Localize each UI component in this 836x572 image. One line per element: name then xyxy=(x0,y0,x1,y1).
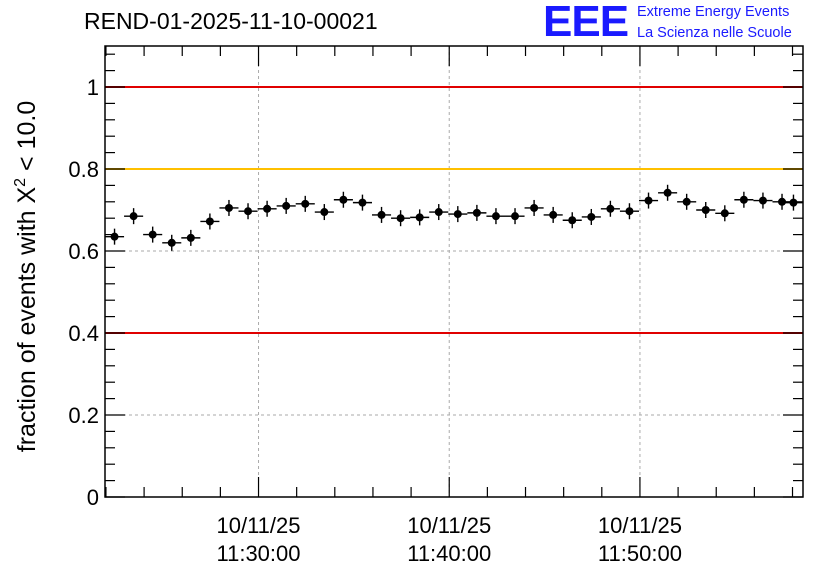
data-point xyxy=(677,193,697,210)
data-point xyxy=(314,204,334,221)
data-point xyxy=(162,234,182,251)
data-point xyxy=(581,208,601,225)
point-marker xyxy=(301,199,310,208)
point-marker xyxy=(396,214,405,223)
point-marker xyxy=(148,230,157,239)
point-marker xyxy=(789,198,798,207)
data-point xyxy=(524,199,544,216)
reference-lines xyxy=(105,86,803,334)
data-point xyxy=(391,210,411,227)
data-point xyxy=(600,200,620,217)
data-point xyxy=(619,203,639,220)
point-marker xyxy=(244,207,253,216)
point-marker xyxy=(186,233,195,242)
point-marker xyxy=(167,238,176,247)
chart-title: REND-01-2025-11-10-00021 xyxy=(84,8,378,34)
point-marker xyxy=(720,209,729,218)
data-point xyxy=(143,226,163,243)
y-tick-label: 0.6 xyxy=(68,239,99,264)
point-marker xyxy=(549,210,558,219)
logo-line-2: La Scienza nelle Scuole xyxy=(637,25,792,41)
point-marker xyxy=(129,212,138,221)
point-marker xyxy=(472,208,481,217)
point-marker xyxy=(263,204,272,213)
point-marker xyxy=(205,217,214,226)
point-marker xyxy=(339,195,348,204)
data-point xyxy=(219,199,239,216)
data-point xyxy=(658,184,678,201)
data-point xyxy=(352,194,372,211)
grid-layer xyxy=(105,46,803,497)
x-tick-label-time: 11:30:00 xyxy=(217,541,301,566)
y-axis-label: fraction of events with X2 < 10.0 xyxy=(12,101,41,452)
data-point xyxy=(181,229,201,246)
point-marker xyxy=(682,197,691,206)
y-tick-label: 0.8 xyxy=(68,157,99,182)
data-point xyxy=(783,194,803,211)
plot-frame xyxy=(104,45,804,498)
tick-labels: 0 0.2 0.4 0.6 0.8 1 10/11/25 11:30:00 10/11/25 11… xyxy=(68,75,682,566)
data-points xyxy=(105,184,803,251)
data-point xyxy=(505,208,525,225)
data-point xyxy=(410,209,430,226)
logo-line-1: Extreme Energy Events xyxy=(637,4,790,20)
point-marker xyxy=(758,196,767,205)
eee-logo: EEE xyxy=(543,0,629,46)
point-marker xyxy=(644,196,653,205)
data-point xyxy=(772,193,792,210)
point-marker xyxy=(224,203,233,212)
point-marker xyxy=(415,213,424,222)
point-marker xyxy=(491,212,500,221)
point-marker xyxy=(434,208,443,217)
y-tick-label: 1 xyxy=(87,75,99,100)
data-point xyxy=(543,206,563,223)
data-point xyxy=(448,206,468,223)
data-point xyxy=(371,206,392,223)
data-point xyxy=(486,208,506,225)
point-marker xyxy=(587,212,596,221)
data-point xyxy=(295,195,315,212)
data-point xyxy=(257,200,277,217)
data-point xyxy=(276,197,296,214)
point-marker xyxy=(606,204,615,213)
x-tick-label-date: 10/11/25 xyxy=(407,513,491,538)
data-point xyxy=(333,191,353,208)
point-marker xyxy=(453,210,462,219)
data-point xyxy=(429,204,449,221)
data-point xyxy=(734,191,754,208)
data-point xyxy=(467,204,487,221)
data-point xyxy=(238,203,258,220)
point-marker xyxy=(739,195,748,204)
point-marker xyxy=(358,198,367,207)
y-tick-label: 0.4 xyxy=(68,321,99,346)
data-point xyxy=(753,192,773,209)
point-marker xyxy=(511,212,520,221)
data-point xyxy=(696,202,716,218)
point-marker xyxy=(282,201,291,210)
point-marker xyxy=(701,206,710,214)
data-point xyxy=(105,228,125,245)
point-marker xyxy=(568,216,577,225)
point-marker xyxy=(530,203,539,212)
y-tick-label: 0.2 xyxy=(68,403,99,428)
point-marker xyxy=(377,210,386,219)
point-marker xyxy=(663,188,672,197)
x-tick-label-time: 11:40:00 xyxy=(407,541,491,566)
data-point xyxy=(200,213,220,230)
point-marker xyxy=(778,197,787,206)
data-point xyxy=(562,212,582,229)
point-marker xyxy=(110,232,119,241)
y-tick-label: 0 xyxy=(87,485,99,510)
x-tick-label-time: 11:50:00 xyxy=(598,541,682,566)
x-tick-label-date: 10/11/25 xyxy=(598,513,682,538)
x-tick-label-date: 10/11/25 xyxy=(217,513,301,538)
data-point xyxy=(124,208,144,225)
point-marker xyxy=(320,208,329,217)
axis-ticks xyxy=(105,46,803,498)
data-point xyxy=(715,205,735,222)
point-marker xyxy=(625,207,634,216)
data-point xyxy=(638,192,659,209)
